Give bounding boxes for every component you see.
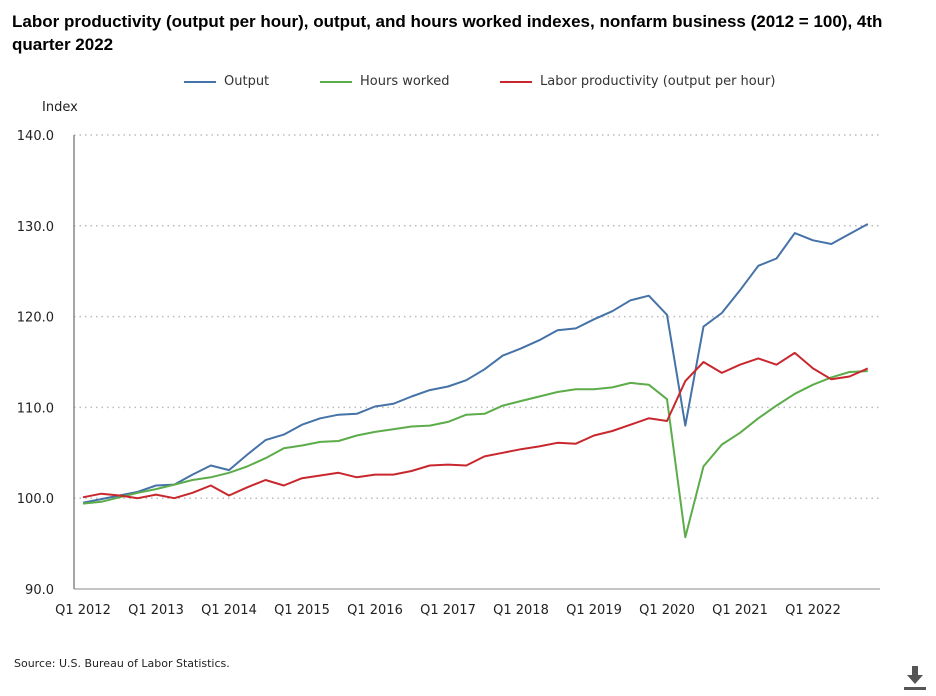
x-tick-label: Q1 2021 — [712, 603, 768, 618]
x-tick-label: Q1 2019 — [566, 603, 622, 618]
legend-swatch — [184, 80, 216, 83]
y-axis-label: Index — [42, 100, 78, 115]
legend-label: Labor productivity (output per hour) — [540, 74, 776, 89]
legend-label: Hours worked — [360, 74, 450, 89]
legend-item-hours[interactable]: Hours worked — [320, 74, 449, 89]
x-tick-label: Q1 2018 — [493, 603, 549, 618]
y-tick-label: 110.0 — [17, 401, 54, 416]
legend-item-output[interactable]: Output — [184, 74, 269, 89]
legend-label: Output — [224, 74, 270, 89]
series-line-hours-worked — [82, 370, 868, 539]
download-icon[interactable] — [902, 664, 928, 690]
y-tick-label: 130.0 — [17, 220, 54, 235]
x-tick-label: Q1 2015 — [274, 603, 330, 618]
series-line-output — [82, 223, 869, 504]
x-tick-label: Q1 2013 — [128, 603, 184, 618]
legend-swatch — [500, 80, 532, 83]
x-tick-label: Q1 2017 — [420, 603, 476, 618]
y-tick-label: 90.0 — [25, 583, 54, 598]
y-tick-label: 120.0 — [17, 311, 54, 326]
x-tick-label: Q1 2014 — [201, 603, 257, 618]
legend-item-productivity[interactable]: Labor productivity (output per hour) — [500, 74, 775, 89]
y-tick-label: 100.0 — [17, 492, 54, 507]
x-tick-label: Q1 2020 — [639, 603, 695, 618]
series-line-labor-productivity-output-per-hour- — [82, 351, 869, 500]
y-tick-label: 140.0 — [17, 129, 54, 144]
x-tick-label: Q1 2012 — [55, 603, 111, 618]
chart-title: Labor productivity (output per hour), ou… — [12, 12, 883, 54]
source-note: Source: U.S. Bureau of Labor Statistics. — [14, 657, 230, 670]
x-tick-label: Q1 2022 — [785, 603, 841, 618]
x-tick-label: Q1 2016 — [347, 603, 403, 618]
legend-swatch — [320, 80, 352, 83]
